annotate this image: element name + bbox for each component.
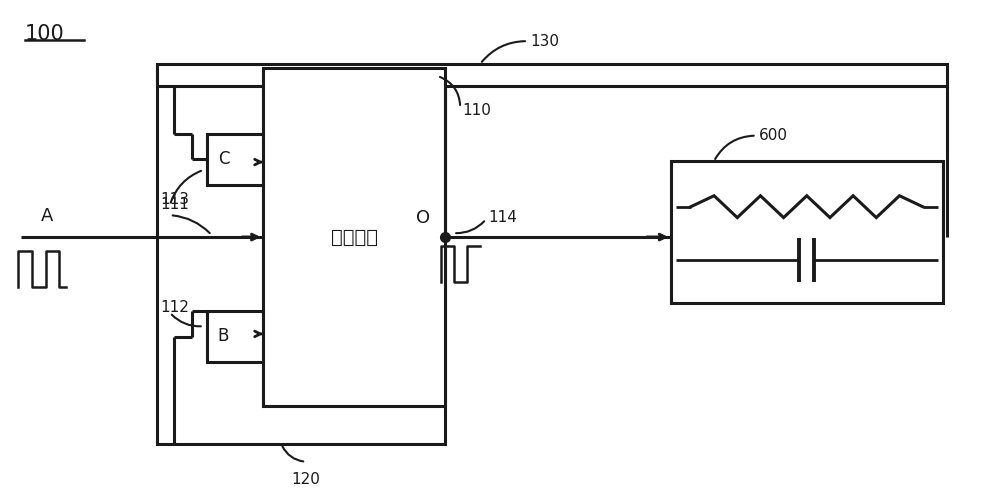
Text: 110: 110 <box>462 103 491 118</box>
Text: B: B <box>218 328 229 346</box>
Text: 113: 113 <box>160 192 189 207</box>
Text: 100: 100 <box>25 24 64 44</box>
Bar <box>157 66 445 444</box>
Bar <box>207 311 263 362</box>
Text: 120: 120 <box>292 472 321 487</box>
Text: 114: 114 <box>488 210 517 225</box>
Text: 112: 112 <box>160 299 189 315</box>
Text: 逻辑模块: 逻辑模块 <box>331 228 378 247</box>
Text: 130: 130 <box>530 34 559 49</box>
Text: A: A <box>41 207 53 225</box>
Text: 111: 111 <box>160 197 189 212</box>
Text: O: O <box>416 209 430 227</box>
Text: 600: 600 <box>759 128 788 143</box>
Bar <box>207 134 263 185</box>
Bar <box>157 64 947 86</box>
Bar <box>671 161 943 302</box>
Bar <box>263 68 445 406</box>
Text: C: C <box>218 150 229 168</box>
